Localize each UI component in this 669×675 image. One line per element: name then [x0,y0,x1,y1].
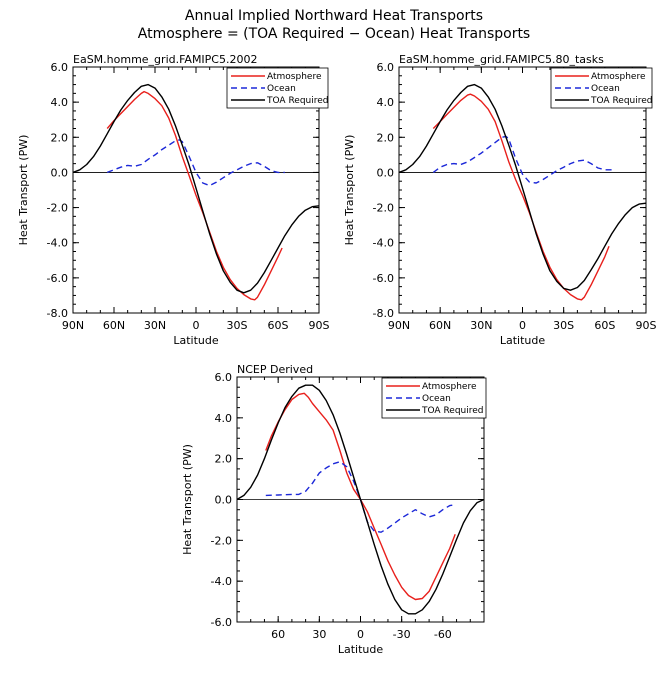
chart-1-y-tick-label: -2.0 [47,202,68,215]
chart-3-y-tick-label: -6.0 [211,616,232,629]
chart-1-series-ocean [106,139,285,187]
chart-2-x-tick-label: 60N [429,319,451,332]
chart-1-y-tick-label: -6.0 [47,272,68,285]
chart-3-y-tick-label: 6.0 [215,371,233,384]
chart-1-series-toa-required [72,83,320,294]
chart-2-x-tick-label: 30S [553,319,574,332]
chart-3-x-tick-label: -30 [393,628,411,641]
chart-2-y-tick-label: -6.0 [373,272,394,285]
chart-3-legend-label: Ocean [422,394,451,404]
chart-3-x-tick-label: 30 [312,628,326,641]
chart-2-x-tick-label: 90N [388,319,410,332]
chart-2-y-tick-label: -2.0 [373,202,394,215]
chart-2-x-tick-label: 60S [594,319,615,332]
chart-1-x-tick-label: 60N [103,319,125,332]
chart-2-series-atmosphere [432,93,610,301]
chart-1-x-tick-label: 90N [62,319,84,332]
chart-2-x-tick-label: 30N [470,319,492,332]
chart-panel-3: NCEP Derived 60 30 0 -30 -60 6.0 4.0 2.0 0.0 -2.0 -… [181,363,487,656]
chart-1-legend-label: Ocean [267,84,296,94]
chart-3-y-tick-label: 4.0 [215,412,233,425]
chart-1-title: EaSM.homme_grid.FAMIPC5.2002 [73,53,257,66]
chart-3-legend-label: Atmosphere [422,382,477,392]
chart-1-legend: Atmosphere Ocean TOA Required [226,67,329,109]
chart-1-y-tick-label: 6.0 [51,61,69,74]
chart-1-legend-box [226,67,329,109]
chart-1-x-axis-label: Latitude [173,334,219,347]
chart-3-title: NCEP Derived [237,363,313,376]
chart-2-title: EaSM.homme_grid.FAMIPC5.80_tasks [399,53,604,66]
chart-1-legend-label: TOA Required [266,96,329,106]
chart-1-x-tick-label: 60S [268,319,289,332]
chart-2-y-tick-label: 6.0 [377,61,395,74]
chart-3-x-tick-label: -60 [434,628,452,641]
chart-3-y-tick-label: -2.0 [211,534,232,547]
chart-2-legend-label: Ocean [591,84,620,94]
chart-3-x-axis-label: Latitude [338,643,384,656]
chart-2-y-tick-label: -8.0 [373,307,394,320]
chart-2-legend-label: TOA Required [590,96,653,106]
chart-panel-1: EaSM.homme_grid.FAMIPC5.2002 90N 60N 30N 0 30… [17,53,330,347]
chart-1-y-axis-label: Heat Transport (PW) [17,135,30,246]
chart-3-x-tick-label: 0 [357,628,364,641]
chart-2-series-toa-required [398,83,647,291]
chart-1-x-tick-label: 90S [309,319,330,332]
chart-2-y-tick-label: 0.0 [377,166,395,179]
chart-2-legend-label: Atmosphere [591,72,646,82]
chart-1-legend-label: Atmosphere [267,72,322,82]
chart-3-y-axis-label: Heat Transport (PW) [181,444,194,555]
chart-1-x-tick-label: 30N [144,319,166,332]
chart-2-x-axis-label: Latitude [500,334,546,347]
chart-1-y-tick-label: 4.0 [51,96,69,109]
chart-panel-2: EaSM.homme_grid.FAMIPC5.80_tasks 90N 60N 30… [343,53,657,347]
chart-1-x-tick-label: 0 [193,319,200,332]
chart-1-y-tick-label: -8.0 [47,307,68,320]
chart-3-series-ocean [265,461,456,533]
chart-3-series-atmosphere [265,392,456,601]
chart-3-series-toa-required [236,384,485,615]
chart-2-y-tick-label: 4.0 [377,96,395,109]
chart-3-y-tick-label: 2.0 [215,453,233,466]
chart-2-series-ocean [432,135,612,184]
chart-2-legend: Atmosphere Ocean TOA Required [550,67,653,109]
chart-1-y-tick-label: 2.0 [51,131,69,144]
chart-2-y-tick-label: -4.0 [373,237,394,250]
chart-3-x-tick-label: 60 [271,628,285,641]
chart-2-x-tick-label: 90S [636,319,657,332]
chart-3-y-tick-label: -4.0 [211,575,232,588]
chart-3-legend: Atmosphere Ocean TOA Required [381,377,487,419]
chart-1-x-tick-label: 30S [227,319,248,332]
chart-2-y-tick-label: 2.0 [377,131,395,144]
chart-2-x-tick-label: 0 [519,319,526,332]
chart-3-y-tick-label: 0.0 [215,494,233,507]
chart-2-y-axis-label: Heat Transport (PW) [343,135,356,246]
chart-3-legend-label: TOA Required [421,406,484,416]
chart-panels: EaSM.homme_grid.FAMIPC5.2002 90N 60N 30N 0 30… [17,53,657,656]
chart-1-y-tick-label: 0.0 [51,166,69,179]
figure-title-line1: Annual Implied Northward Heat Transports [185,8,483,24]
chart-1-series-atmosphere [106,90,283,301]
chart-1-y-tick-label: -4.0 [47,237,68,250]
figure-title-line2: Atmosphere = (TOA Required − Ocean) Heat… [138,26,530,42]
